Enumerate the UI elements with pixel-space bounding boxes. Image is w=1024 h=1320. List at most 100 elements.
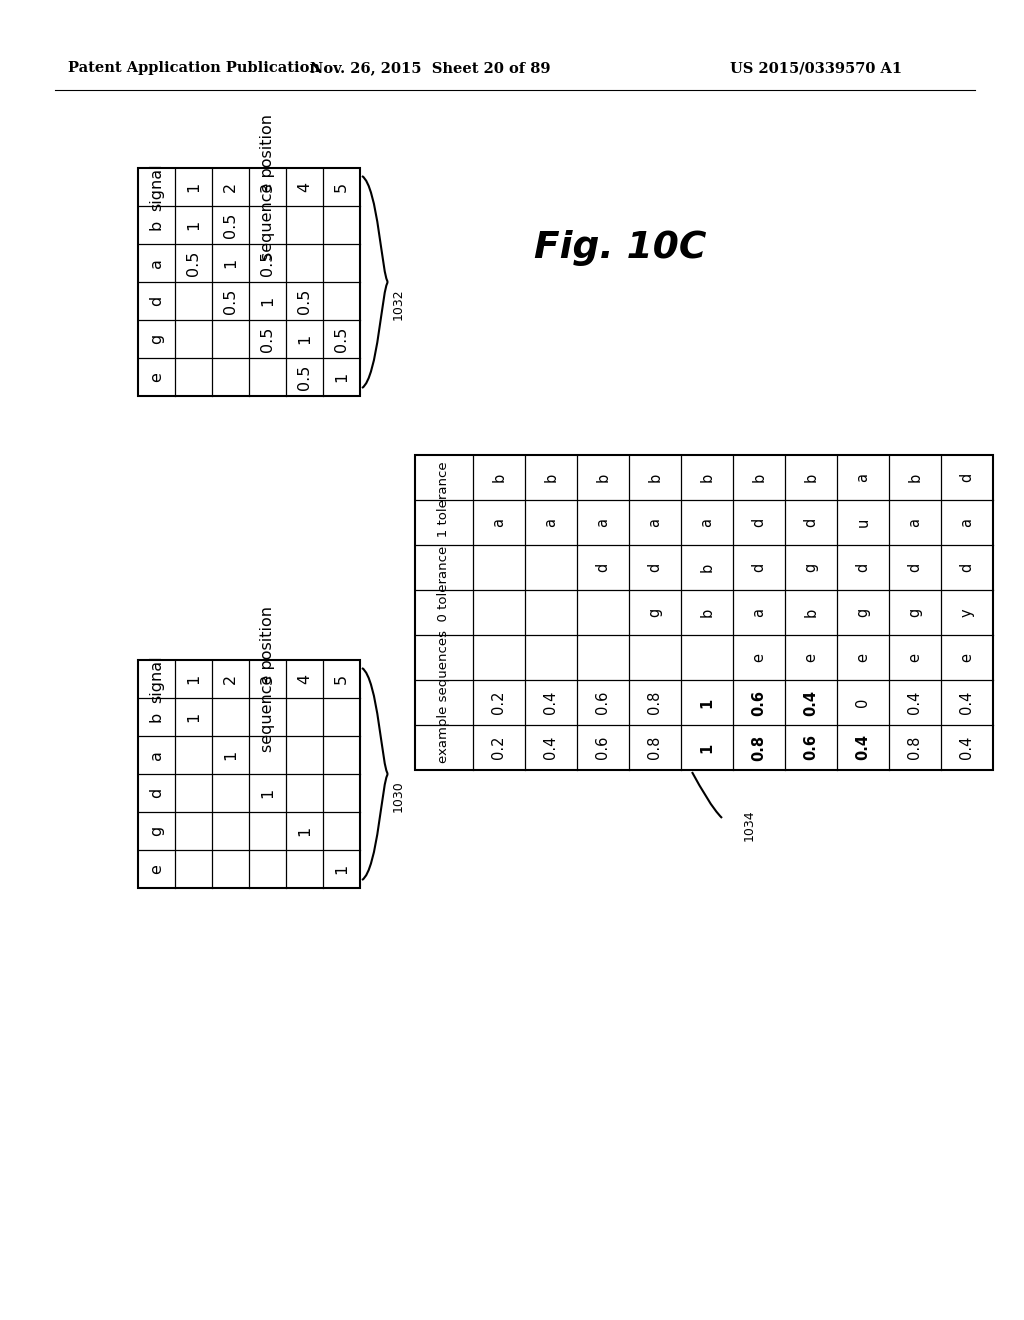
Text: a: a xyxy=(959,517,975,527)
Text: 0.6: 0.6 xyxy=(596,690,610,714)
Text: b: b xyxy=(596,473,610,482)
Text: 1: 1 xyxy=(297,334,312,345)
Text: b: b xyxy=(804,609,818,618)
Text: a: a xyxy=(752,609,767,616)
Bar xyxy=(415,455,993,770)
Text: 0.6: 0.6 xyxy=(752,689,767,715)
Text: b: b xyxy=(804,473,818,482)
Text: 0.4: 0.4 xyxy=(544,735,558,759)
Text: 1: 1 xyxy=(334,863,349,874)
Text: 0.2: 0.2 xyxy=(492,690,507,714)
Text: 0.6: 0.6 xyxy=(804,734,818,760)
Text: d: d xyxy=(959,473,975,482)
Text: b: b xyxy=(150,220,164,230)
Text: b: b xyxy=(752,473,767,482)
Text: e: e xyxy=(804,653,818,663)
Text: 3: 3 xyxy=(260,182,275,191)
Text: g: g xyxy=(647,609,663,618)
Text: sequence position: sequence position xyxy=(260,606,275,752)
Text: e: e xyxy=(752,653,767,663)
Text: e: e xyxy=(150,865,164,874)
Text: 1: 1 xyxy=(699,697,715,708)
Text: 5: 5 xyxy=(334,182,349,193)
Text: 0.6: 0.6 xyxy=(596,735,610,759)
Text: 1: 1 xyxy=(223,750,238,760)
Text: d: d xyxy=(150,788,164,799)
Text: a: a xyxy=(492,517,507,527)
Text: 4: 4 xyxy=(297,182,312,193)
Text: example sequences  0 tolerance  1 tolerance: example sequences 0 tolerance 1 toleranc… xyxy=(437,462,451,763)
Text: 1: 1 xyxy=(297,826,312,836)
Bar xyxy=(138,660,360,888)
Text: 0.4: 0.4 xyxy=(544,690,558,714)
Text: 0.5: 0.5 xyxy=(260,251,275,276)
Text: signal: signal xyxy=(150,655,164,702)
Text: sequence position: sequence position xyxy=(260,114,275,260)
Text: b: b xyxy=(492,473,507,482)
Text: 1: 1 xyxy=(260,788,275,799)
Text: 0.4: 0.4 xyxy=(907,690,923,714)
Text: d: d xyxy=(596,562,610,572)
Text: 0.5: 0.5 xyxy=(223,288,238,314)
Text: b: b xyxy=(699,609,715,618)
Text: e: e xyxy=(959,653,975,663)
Text: 0.8: 0.8 xyxy=(647,690,663,714)
Text: b: b xyxy=(699,562,715,572)
Text: u: u xyxy=(855,517,870,527)
Text: 1: 1 xyxy=(186,182,201,193)
Text: 1: 1 xyxy=(223,257,238,268)
Text: a: a xyxy=(150,750,164,760)
Text: 0.8: 0.8 xyxy=(752,734,767,760)
Text: 0.8: 0.8 xyxy=(647,735,663,759)
Text: 0.5: 0.5 xyxy=(297,364,312,389)
Text: a: a xyxy=(150,259,164,268)
Text: 5: 5 xyxy=(334,675,349,684)
Text: e: e xyxy=(855,653,870,663)
Text: a: a xyxy=(647,517,663,527)
Text: 0.8: 0.8 xyxy=(907,735,923,759)
Text: US 2015/0339570 A1: US 2015/0339570 A1 xyxy=(730,61,902,75)
Text: a: a xyxy=(699,517,715,527)
Text: b: b xyxy=(544,473,558,482)
Text: b: b xyxy=(907,473,923,482)
Text: 0.5: 0.5 xyxy=(334,326,349,351)
Text: 2: 2 xyxy=(223,675,238,684)
Text: 1034: 1034 xyxy=(742,809,756,841)
Text: d: d xyxy=(959,562,975,572)
Text: 0.4: 0.4 xyxy=(804,689,818,715)
Text: g: g xyxy=(804,562,818,572)
Text: g: g xyxy=(150,826,164,836)
Text: d: d xyxy=(752,517,767,527)
Text: 1: 1 xyxy=(260,296,275,306)
Text: a: a xyxy=(855,473,870,482)
Text: a: a xyxy=(596,517,610,527)
Text: 1030: 1030 xyxy=(391,780,404,812)
Text: 1: 1 xyxy=(334,372,349,381)
Text: 1: 1 xyxy=(699,742,715,752)
Text: 1: 1 xyxy=(186,675,201,684)
Text: d: d xyxy=(804,517,818,527)
Text: 3: 3 xyxy=(260,675,275,684)
Text: b: b xyxy=(699,473,715,482)
Text: 1: 1 xyxy=(186,711,201,722)
Text: d: d xyxy=(647,562,663,572)
Text: 2: 2 xyxy=(223,182,238,193)
Text: d: d xyxy=(150,296,164,306)
Text: 0.4: 0.4 xyxy=(959,735,975,759)
Text: a: a xyxy=(544,517,558,527)
Text: 0: 0 xyxy=(855,698,870,708)
Text: Patent Application Publication: Patent Application Publication xyxy=(68,61,319,75)
Text: signal: signal xyxy=(150,164,164,211)
Text: 0.5: 0.5 xyxy=(260,326,275,351)
Text: g: g xyxy=(907,609,923,618)
Bar xyxy=(138,168,360,396)
Text: 0.5: 0.5 xyxy=(186,251,201,276)
Text: e: e xyxy=(907,653,923,663)
Text: e: e xyxy=(150,372,164,381)
Text: 1032: 1032 xyxy=(391,288,404,319)
Text: Fig. 10C: Fig. 10C xyxy=(534,230,707,267)
Text: d: d xyxy=(752,562,767,572)
Text: g: g xyxy=(855,609,870,618)
Text: 4: 4 xyxy=(297,675,312,684)
Text: a: a xyxy=(907,517,923,527)
